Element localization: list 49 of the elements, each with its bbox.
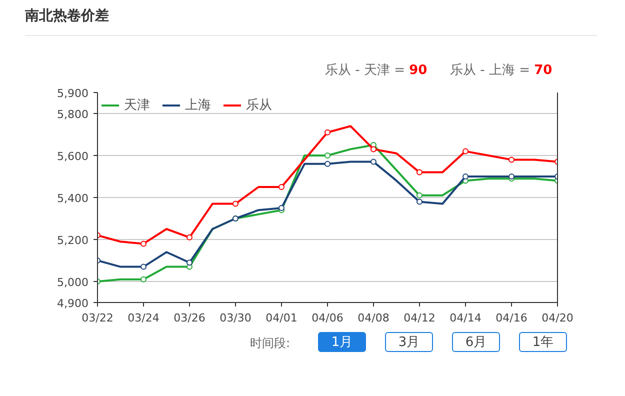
x-tick-label: 04/06 (312, 312, 344, 324)
point (186, 260, 192, 266)
text: 1年 (532, 334, 554, 352)
x-tick-label: 03/22 (82, 312, 114, 324)
y-tick-label: 4,900 (57, 297, 89, 310)
legend-label: 天津 (124, 97, 150, 114)
point (324, 129, 330, 136)
text: 1月 (331, 334, 353, 352)
point (278, 184, 284, 190)
legend-label: 上海 (185, 97, 211, 114)
x-tick-label: 03/30 (220, 312, 252, 324)
x-tick-label: 04/12 (404, 312, 436, 324)
y-tick-label: 5,600 (57, 150, 89, 163)
text: 乐从 - 上海 = 70 (450, 62, 552, 80)
point (278, 205, 284, 211)
x-tick-label: 04/14 (450, 312, 482, 324)
point (324, 160, 330, 167)
text: 3月 (398, 334, 420, 352)
point (462, 148, 468, 154)
legend-label: 乐从 (246, 97, 272, 114)
y-tick-label: 5,200 (57, 234, 89, 247)
point (416, 192, 422, 198)
x-tick-label: 04/20 (542, 312, 574, 324)
point (416, 169, 422, 176)
point (508, 156, 514, 163)
point (140, 240, 146, 247)
point (140, 264, 146, 270)
point (462, 174, 468, 180)
point (370, 146, 376, 152)
x-tick-label: 04/01 (266, 312, 298, 324)
x-tick-label: 04/08 (358, 312, 390, 324)
text: 6月 (465, 334, 487, 352)
y-tick-label: 5,400 (57, 192, 89, 205)
x-tick-label: 04/16 (496, 312, 528, 324)
point (508, 174, 514, 180)
x-tick-label: 03/24 (128, 312, 160, 324)
text: 时间段: (250, 335, 290, 352)
point (324, 152, 330, 158)
text: 乐从 - 天津 = 90 (325, 62, 428, 80)
y-tick-label: 5,900 (57, 87, 89, 100)
y-tick-label: 5,000 (57, 276, 89, 289)
point (140, 276, 146, 282)
point (186, 234, 192, 240)
chart-title: 南北热卷价差 (25, 7, 109, 26)
point (370, 158, 376, 165)
y-tick-label: 5,800 (57, 108, 89, 121)
x-tick-label: 03/26 (174, 312, 206, 324)
point (232, 200, 238, 207)
point (416, 198, 422, 205)
